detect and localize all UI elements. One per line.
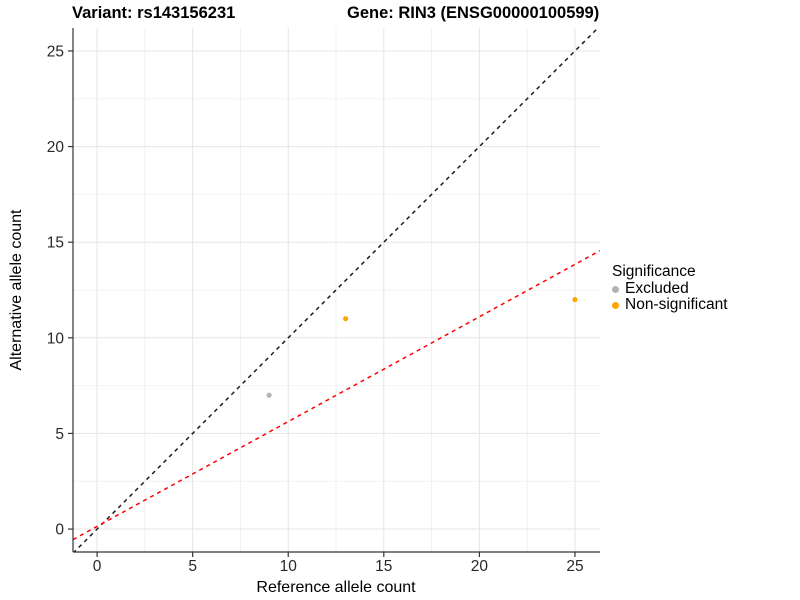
legend-entries: Excluded Non-significant	[612, 281, 728, 313]
y-tick-label: 20	[47, 139, 65, 156]
y-tick-label: 25	[47, 43, 64, 60]
x-tick-label: 0	[93, 558, 102, 575]
x-axis-title: Reference allele count	[256, 579, 416, 596]
data-point-non-significant	[572, 296, 578, 303]
legend-dot-icon	[612, 301, 619, 309]
legend-entry: Non-significant	[612, 297, 728, 313]
x-tick-label: 25	[566, 558, 583, 575]
legend-entry: Excluded	[612, 281, 728, 297]
x-tick-label: 20	[471, 558, 489, 575]
data-point-non-significant	[342, 316, 349, 322]
x-tick-label: 5	[188, 558, 197, 575]
legend: Significance Excluded Non-significant	[612, 262, 728, 313]
legend-label: Excluded	[625, 280, 689, 297]
y-tick-label: 0	[55, 522, 64, 539]
legend-label: Non-significant	[625, 296, 728, 313]
y-tick-label: 15	[47, 235, 64, 252]
variant-title: Variant: rs143156231	[72, 4, 236, 22]
legend-title: Significance	[612, 263, 696, 280]
gene-title: Gene: RIN3 (ENSG00000100599)	[347, 4, 600, 22]
legend-dot-icon	[612, 285, 619, 293]
x-tick-label: 10	[280, 558, 298, 575]
y-tick-label: 10	[47, 330, 65, 347]
data-point-excluded	[266, 392, 272, 398]
x-tick-label: 15	[375, 558, 392, 575]
y-tick-label: 5	[55, 426, 64, 443]
